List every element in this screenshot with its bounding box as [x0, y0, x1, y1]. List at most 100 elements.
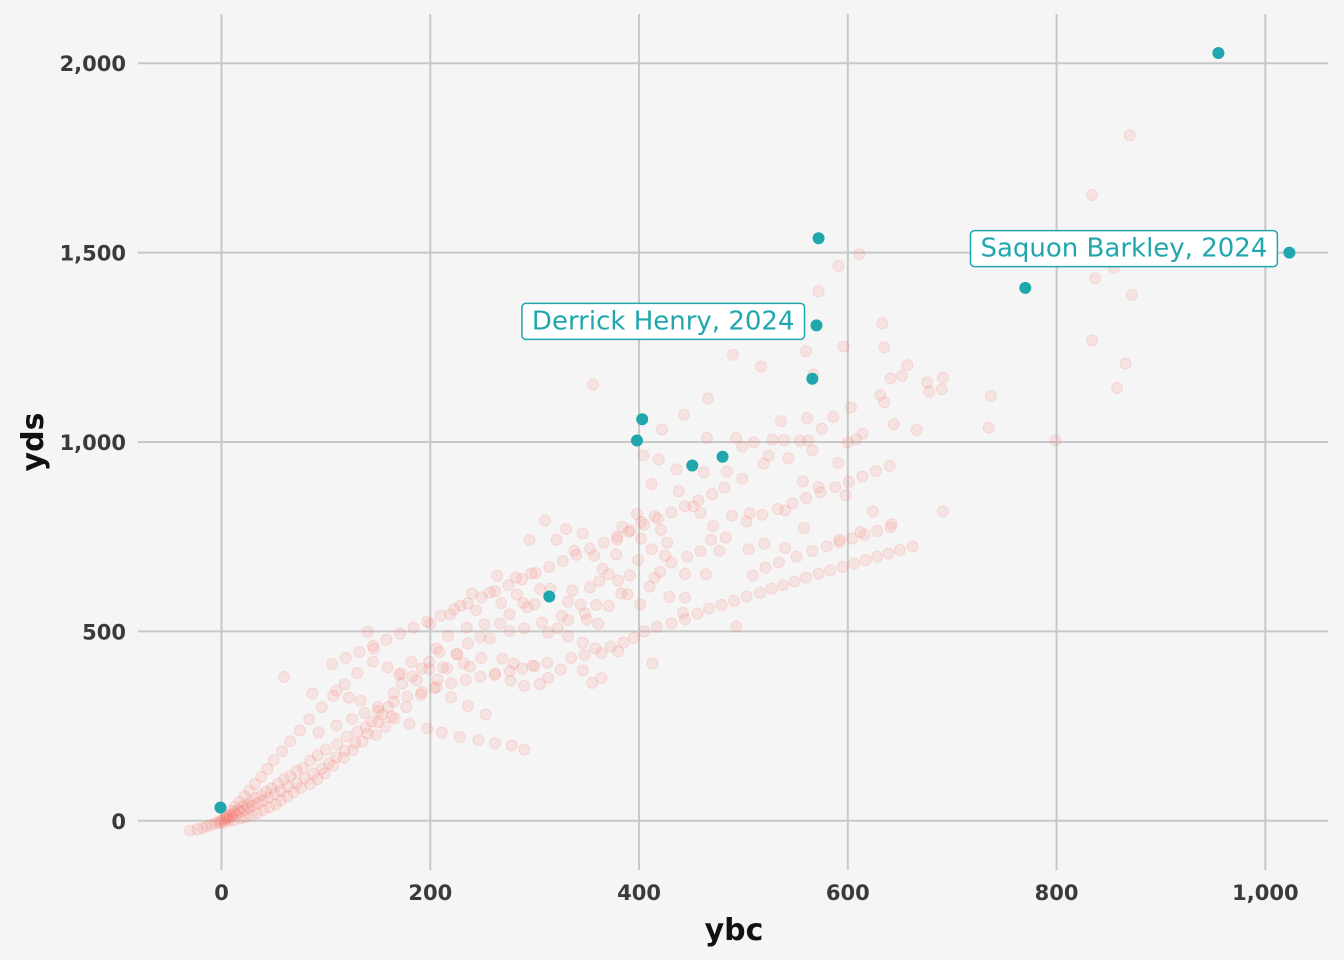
background-point: [848, 557, 861, 570]
background-point: [850, 433, 863, 446]
background-point: [224, 804, 237, 817]
background-point: [1119, 357, 1132, 370]
background-point: [812, 481, 825, 494]
background-point: [762, 449, 775, 462]
background-point: [503, 625, 516, 638]
background-point: [263, 801, 276, 814]
background-point: [542, 626, 555, 639]
background-point: [290, 764, 303, 777]
background-point: [338, 678, 351, 691]
background-point: [410, 674, 423, 687]
background-point: [226, 809, 239, 822]
background-point: [415, 685, 428, 698]
annotation-box: [521, 302, 806, 341]
background-point: [786, 497, 799, 510]
background-point: [257, 794, 270, 807]
background-point: [984, 389, 997, 402]
background-point: [623, 569, 636, 582]
background-point: [1089, 272, 1102, 285]
x-tick-labels: 0 200 400 600 800 1,000: [214, 881, 1298, 905]
background-point: [523, 533, 536, 546]
background-point: [365, 715, 378, 728]
background-point: [414, 688, 427, 701]
background-point: [448, 603, 461, 616]
background-point: [611, 530, 624, 543]
background-point: [1049, 434, 1062, 447]
background-point: [483, 586, 496, 599]
background-point: [223, 808, 236, 821]
background-point: [518, 622, 531, 635]
background-point: [287, 786, 300, 799]
background-point: [1111, 381, 1124, 394]
background-point: [240, 798, 253, 811]
background-point: [312, 726, 325, 739]
background-point: [718, 481, 731, 494]
background-point: [466, 587, 479, 600]
x-tick-label: 1,000: [1232, 881, 1298, 905]
background-point: [615, 587, 628, 600]
annotation-text: Saquon Barkley, 2024: [980, 234, 1267, 264]
background-point: [460, 621, 473, 634]
background-point: [648, 571, 661, 584]
background-point: [853, 248, 866, 261]
background-point: [766, 433, 779, 446]
background-point: [275, 784, 288, 797]
background-point: [379, 720, 392, 733]
background-point: [430, 642, 443, 655]
background-point: [533, 582, 546, 595]
background-point: [281, 790, 294, 803]
background-point: [740, 590, 753, 603]
background-point: [406, 670, 419, 683]
background-point: [906, 540, 919, 553]
background-point: [588, 549, 601, 562]
background-point: [839, 489, 852, 502]
background-point: [474, 670, 487, 683]
background-point: [611, 533, 624, 546]
background-point: [1086, 334, 1099, 347]
background-point: [812, 567, 825, 580]
background-point: [228, 806, 241, 819]
background-point: [832, 259, 845, 272]
background-point: [692, 494, 705, 507]
background-point: [779, 542, 792, 555]
background-point: [842, 475, 855, 488]
background-point: [602, 568, 615, 581]
background-point: [885, 518, 898, 531]
background-point: [736, 472, 749, 485]
background-point: [354, 694, 367, 707]
background-point: [223, 810, 236, 823]
background-point: [518, 743, 531, 756]
background-point: [677, 408, 690, 421]
background-point: [436, 661, 449, 674]
background-point: [541, 656, 554, 669]
background-point: [284, 770, 297, 783]
background-point: [602, 600, 615, 613]
x-axis-title: ybc: [705, 913, 764, 948]
background-point: [252, 797, 265, 810]
background-point: [550, 533, 563, 546]
background-point: [489, 737, 501, 750]
background-point: [353, 645, 366, 658]
background-point: [589, 642, 602, 655]
highlight-point: [636, 413, 649, 426]
background-point: [802, 434, 815, 447]
background-point: [403, 717, 416, 730]
background-point: [757, 457, 770, 470]
background-point: [566, 584, 579, 597]
background-point: [637, 449, 650, 462]
background-point: [311, 773, 324, 786]
background-point: [461, 637, 474, 650]
background-point: [265, 782, 278, 795]
background-point: [381, 661, 394, 674]
background-point: [423, 655, 436, 668]
background-point: [730, 620, 743, 633]
background-point: [282, 780, 295, 793]
background-point: [451, 648, 464, 661]
background-point: [846, 532, 858, 545]
background-point: [327, 759, 340, 772]
background-point: [806, 545, 819, 558]
background-point: [878, 396, 891, 409]
background-point: [765, 582, 778, 595]
background-point: [366, 639, 379, 652]
